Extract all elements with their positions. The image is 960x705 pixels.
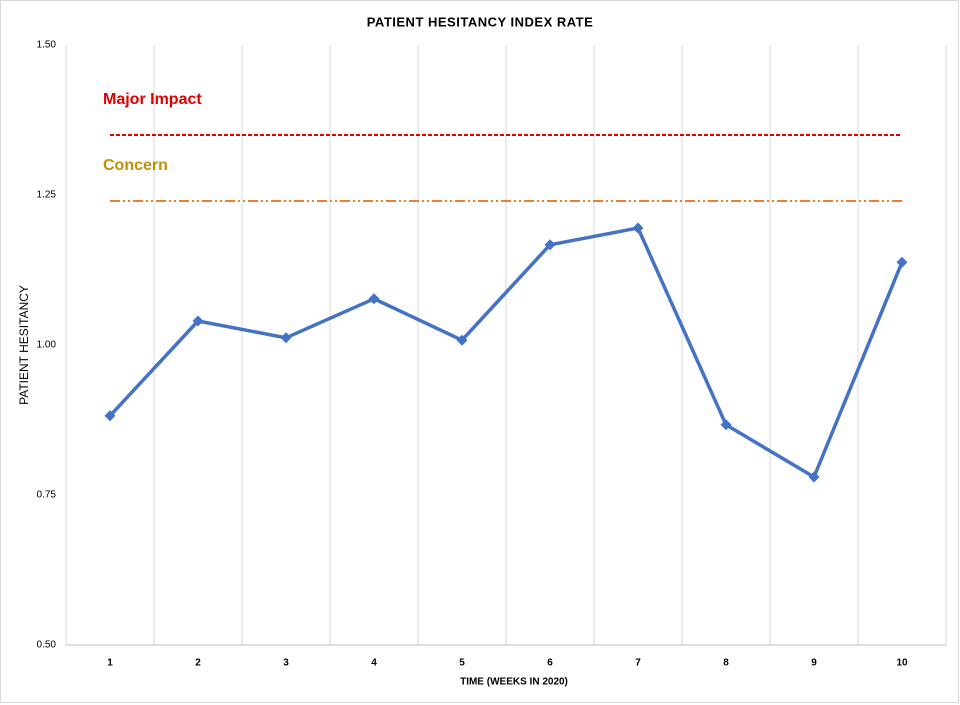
reference-label: Concern <box>103 157 168 174</box>
x-tick-label: 3 <box>283 658 289 669</box>
data-point <box>192 315 204 327</box>
x-tick-label: 4 <box>371 658 377 669</box>
reference-label: Major Impact <box>103 91 202 108</box>
x-tick-label: 5 <box>459 658 465 669</box>
x-tick-label: 1 <box>107 658 113 669</box>
data-point <box>720 419 732 431</box>
data-point <box>544 239 556 251</box>
x-tick-label: 8 <box>723 658 729 669</box>
y-tick-label: 0.50 <box>37 640 57 651</box>
data-point <box>456 334 468 346</box>
data-point <box>104 410 116 422</box>
data-point <box>280 332 292 344</box>
x-tick-label: 7 <box>635 658 641 669</box>
chart-title: PATIENT HESITANCY INDEX RATE <box>367 14 594 29</box>
y-axis-title: PATIENT HESITANCY <box>17 285 31 405</box>
data-point <box>808 471 820 483</box>
x-tick-label: 2 <box>195 658 201 669</box>
series-line <box>108 226 904 479</box>
y-tick-label: 1.50 <box>37 40 57 51</box>
x-tick-label: 6 <box>547 658 553 669</box>
data-point <box>368 293 380 305</box>
y-tick-label: 1.00 <box>37 340 57 351</box>
data-point <box>632 222 644 234</box>
x-tick-label: 9 <box>811 658 817 669</box>
y-tick-label: 1.25 <box>37 190 57 201</box>
x-axis-title: TIME (WEEKS IN 2020) <box>460 677 568 688</box>
data-point <box>896 256 908 268</box>
y-tick-label: 0.75 <box>37 490 57 501</box>
x-tick-label: 10 <box>896 658 908 669</box>
